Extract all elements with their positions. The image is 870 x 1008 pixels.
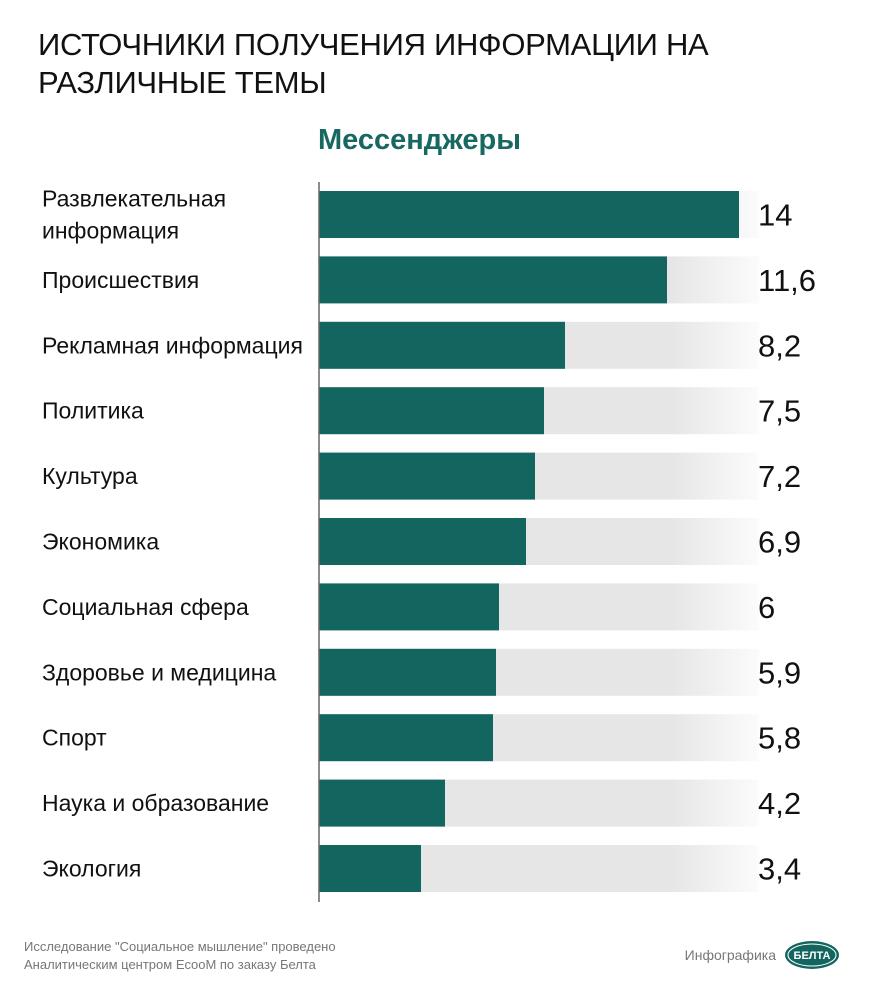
chart-subtitle: Мессенджеры [318, 124, 521, 156]
category-label: Здоровье и медицина [42, 659, 276, 685]
category-label: Наука и образование [42, 790, 269, 816]
value-label: 6,9 [758, 525, 801, 560]
belta-logo-text: БЕЛТА [794, 950, 831, 962]
value-label: 8,2 [758, 328, 801, 363]
bar [319, 845, 421, 892]
bar [319, 714, 493, 762]
source-line-1: Исследование "Социальное мышление" прове… [24, 939, 336, 954]
value-label: 14 [758, 198, 792, 233]
value-label: 6 [758, 590, 775, 625]
infographic-credit: Инфографика [684, 947, 776, 963]
category-label: Культура [42, 463, 138, 489]
bar [319, 518, 526, 565]
page-title: ИСТОЧНИКИ ПОЛУЧЕНИЯ ИНФОРМАЦИИ НА РАЗЛИЧ… [38, 27, 709, 100]
category-label: Экономика [42, 529, 159, 555]
value-label: 5,9 [758, 655, 801, 690]
value-label: 11,6 [758, 263, 816, 298]
bar [319, 648, 496, 696]
belta-logo-icon: БЕЛТА [785, 941, 839, 969]
category-label: Политика [42, 398, 144, 424]
value-label: 7,2 [758, 459, 801, 494]
value-label: 3,4 [758, 852, 801, 887]
source-line-2: Аналитическим центром EcooM по заказу Бе… [24, 957, 316, 972]
credit-block: Инфографика БЕЛТА [685, 940, 840, 970]
category-label: информация [42, 218, 179, 244]
value-label: 5,8 [758, 721, 801, 756]
category-label: Социальная сфера [42, 594, 249, 620]
bar [319, 191, 739, 238]
category-label: Экология [42, 856, 141, 882]
bar [319, 452, 535, 500]
source-note: Исследование "Социальное мышление" прове… [24, 938, 384, 974]
category-label: Спорт [42, 725, 107, 751]
value-label: 4,2 [758, 786, 801, 821]
bar-chart: Развлекательная информация 14 Происшествия 1… [42, 182, 816, 902]
category-label: Развлекательная [42, 186, 226, 212]
category-label: Происшествия [42, 267, 199, 293]
bar [319, 321, 565, 369]
bar [319, 256, 667, 304]
bar [319, 583, 499, 631]
category-label: Рекламная информация [42, 332, 303, 358]
bar [319, 779, 445, 827]
value-label: 7,5 [758, 394, 801, 429]
bar [319, 387, 544, 435]
